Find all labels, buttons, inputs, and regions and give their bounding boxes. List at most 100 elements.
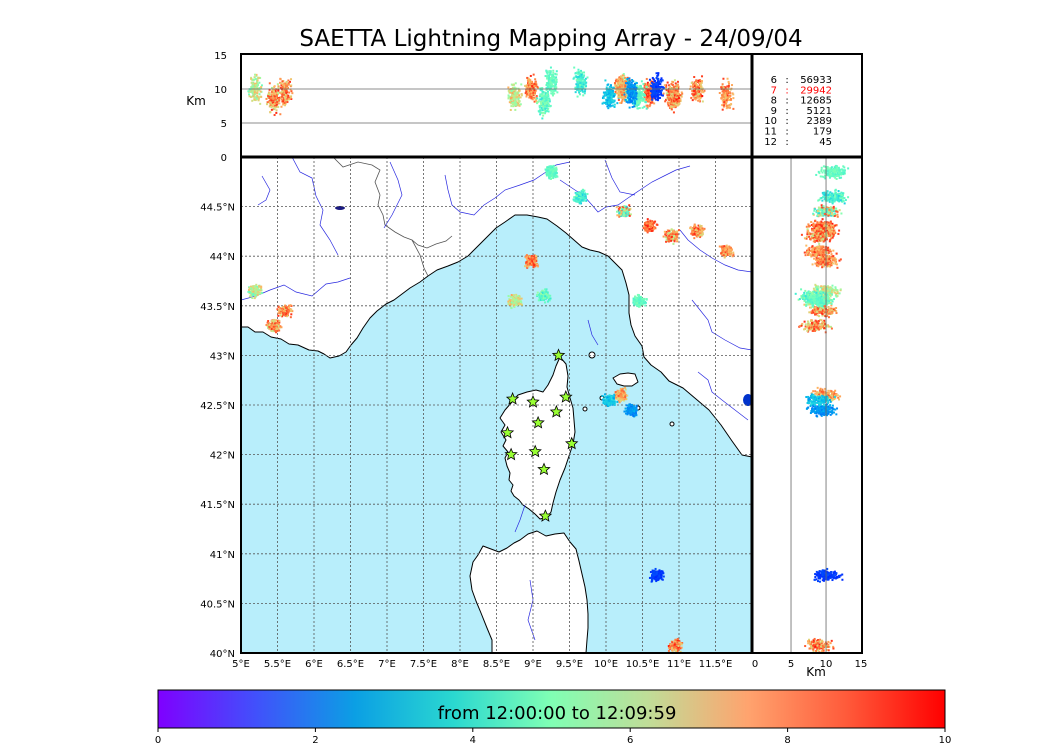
lightning-point — [646, 91, 649, 94]
lightning-point — [516, 104, 519, 107]
lightning-point — [638, 94, 641, 97]
lightning-point — [511, 98, 514, 101]
lightning-point — [700, 85, 703, 88]
lightning-point — [690, 96, 693, 99]
lightning-point — [699, 231, 702, 234]
lightning-point — [627, 83, 630, 86]
lightning-point — [649, 222, 652, 225]
lightning-point — [289, 88, 292, 91]
lightning-point — [548, 100, 551, 103]
lightning-point — [284, 102, 287, 105]
lightning-point — [693, 232, 696, 235]
lightning-point — [624, 84, 627, 87]
lightning-point — [253, 91, 256, 94]
lightning-point — [532, 86, 535, 89]
lightning-point — [286, 101, 289, 104]
lightning-point — [644, 227, 647, 230]
lightning-point — [533, 255, 536, 258]
lightning-point — [290, 313, 293, 316]
lightning-point — [254, 291, 257, 294]
lightning-point — [695, 84, 698, 87]
lightning-point — [509, 108, 512, 111]
lightning-point — [532, 263, 535, 266]
lightning-point — [256, 91, 259, 94]
lightning-point — [274, 104, 277, 107]
lightning-point — [584, 192, 587, 195]
lightning-point — [617, 87, 620, 90]
lightning-point — [518, 94, 521, 97]
lightning-point — [619, 398, 622, 401]
lightning-point — [636, 304, 639, 307]
lightning-point — [723, 249, 726, 252]
land-layer — [241, 157, 752, 653]
lightning-point — [509, 299, 512, 302]
lightning-point — [285, 80, 288, 83]
lightning-point — [634, 295, 637, 298]
lightning-point — [270, 319, 273, 322]
lightning-point — [626, 410, 629, 413]
lightning-point — [639, 87, 642, 90]
lightning-point — [697, 99, 700, 102]
lightning-point — [277, 97, 280, 100]
lightning-point — [628, 410, 631, 413]
lightning-point — [727, 98, 730, 101]
lightning-point — [723, 93, 726, 96]
lightning-point — [269, 98, 272, 101]
lightning-point — [273, 101, 276, 104]
lightning-point — [628, 214, 631, 217]
lightning-point — [646, 93, 649, 96]
lon-tick-label: 9°E — [524, 659, 542, 670]
lightning-point — [672, 111, 675, 114]
lightning-point — [699, 233, 702, 236]
lightning-point — [268, 326, 271, 329]
lightning-point — [725, 100, 728, 103]
lightning-point — [513, 297, 516, 300]
lightning-point — [731, 255, 734, 258]
lightning-point — [520, 301, 523, 304]
lightning-point — [720, 252, 723, 255]
lightning-point — [259, 76, 262, 79]
lightning-point — [540, 88, 543, 91]
lightning-point — [539, 106, 542, 109]
lightning-point — [680, 643, 683, 646]
lightning-point — [544, 168, 547, 171]
lightning-point — [678, 641, 681, 644]
lightning-point — [514, 104, 517, 107]
lightning-point — [632, 80, 635, 83]
lightning-point — [248, 286, 251, 289]
lightning-point — [645, 298, 648, 301]
lightning-point — [272, 320, 275, 323]
lightning-point — [647, 228, 650, 231]
lightning-point — [287, 82, 290, 85]
lon-tick-label: 8.5°E — [483, 659, 510, 670]
lightning-point — [284, 100, 287, 103]
lightning-point — [275, 95, 278, 98]
lightning-point — [670, 106, 673, 109]
lightning-point — [643, 94, 646, 97]
lightning-point — [644, 229, 647, 232]
lightning-point — [626, 79, 629, 82]
lightning-point — [634, 409, 637, 412]
lightning-point — [276, 308, 279, 311]
lightning-point — [518, 297, 521, 300]
lightning-point — [572, 198, 575, 201]
lightning-point — [510, 307, 513, 310]
lightning-point — [545, 109, 548, 112]
lightning-point — [668, 231, 671, 234]
lightning-point — [694, 86, 697, 89]
lightning-point — [673, 642, 676, 645]
lightning-point — [276, 83, 279, 86]
lightning-point — [529, 74, 532, 77]
lightning-point — [696, 234, 699, 237]
lightning-point — [511, 299, 514, 302]
lat-tick-label: 44°N — [210, 252, 235, 263]
lightning-point — [528, 96, 531, 99]
lightning-point — [251, 78, 254, 81]
lightning-point — [621, 74, 624, 77]
lightning-point — [637, 298, 640, 301]
lightning-point — [635, 98, 638, 101]
lightning-point — [280, 105, 283, 108]
lightning-point — [281, 94, 284, 97]
lightning-point — [668, 105, 671, 108]
